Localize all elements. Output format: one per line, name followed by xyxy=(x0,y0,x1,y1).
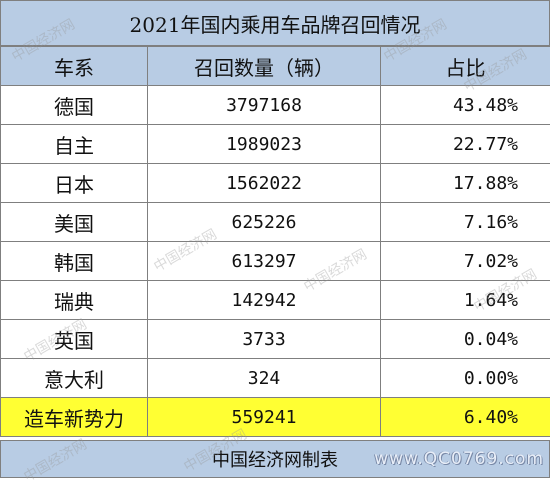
cell-series: 日本 xyxy=(1,164,148,203)
recall-table: 车系 召回数量（辆） 占比 德国 3797168 43.48% 自主 19890… xyxy=(0,46,550,437)
cell-share: 1.64% xyxy=(381,281,550,320)
cell-count: 142942 xyxy=(148,281,381,320)
table-row: 美国 625226 7.16% xyxy=(1,203,550,242)
cell-count: 625226 xyxy=(148,203,381,242)
cell-share: 43.48% xyxy=(381,86,550,125)
cell-share: 17.88% xyxy=(381,164,550,203)
cell-series: 造车新势力 xyxy=(1,398,148,437)
table-row-highlighted: 造车新势力 559241 6.40% xyxy=(1,398,550,437)
cell-count: 324 xyxy=(148,359,381,398)
cell-series: 英国 xyxy=(1,320,148,359)
table-row: 英国 3733 0.04% xyxy=(1,320,550,359)
cell-count: 1989023 xyxy=(148,125,381,164)
table-row: 韩国 613297 7.02% xyxy=(1,242,550,281)
cell-count: 613297 xyxy=(148,242,381,281)
cell-count: 3797168 xyxy=(148,86,381,125)
cell-count: 3733 xyxy=(148,320,381,359)
cell-share: 6.40% xyxy=(381,398,550,437)
cell-series: 美国 xyxy=(1,203,148,242)
table-row: 日本 1562022 17.88% xyxy=(1,164,550,203)
table-title: 2021年国内乘用车品牌召回情况 xyxy=(0,0,550,46)
header-row: 车系 召回数量（辆） 占比 xyxy=(1,47,550,86)
cell-series: 自主 xyxy=(1,125,148,164)
cell-count: 559241 xyxy=(148,398,381,437)
table-row: 瑞典 142942 1.64% xyxy=(1,281,550,320)
table-row: 自主 1989023 22.77% xyxy=(1,125,550,164)
column-header-count: 召回数量（辆） xyxy=(148,47,381,86)
cell-series: 韩国 xyxy=(1,242,148,281)
site-watermark: www.QC0769.com xyxy=(374,449,544,469)
column-header-series: 车系 xyxy=(1,47,148,86)
cell-series: 意大利 xyxy=(1,359,148,398)
cell-share: 0.00% xyxy=(381,359,550,398)
cell-count: 1562022 xyxy=(148,164,381,203)
cell-share: 7.16% xyxy=(381,203,550,242)
cell-series: 瑞典 xyxy=(1,281,148,320)
table-row: 意大利 324 0.00% xyxy=(1,359,550,398)
cell-share: 0.04% xyxy=(381,320,550,359)
cell-series: 德国 xyxy=(1,86,148,125)
column-header-share: 占比 xyxy=(381,47,550,86)
cell-share: 7.02% xyxy=(381,242,550,281)
table-row: 德国 3797168 43.48% xyxy=(1,86,550,125)
cell-share: 22.77% xyxy=(381,125,550,164)
